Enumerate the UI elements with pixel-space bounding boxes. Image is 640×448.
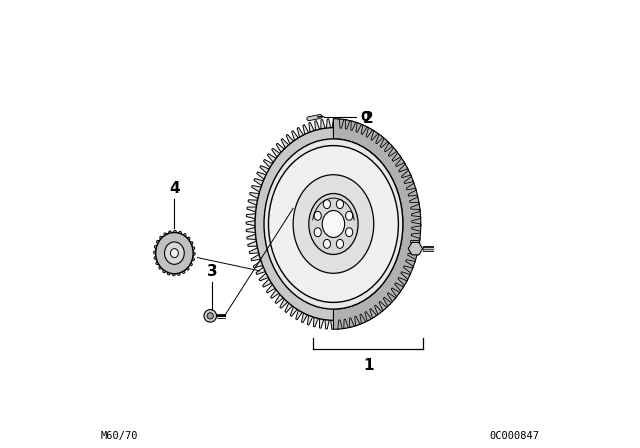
Text: 3: 3 (207, 264, 218, 279)
Ellipse shape (269, 146, 398, 302)
Polygon shape (154, 230, 195, 276)
Text: 4: 4 (169, 181, 180, 196)
Text: 2: 2 (362, 111, 373, 126)
Ellipse shape (264, 139, 403, 309)
Ellipse shape (323, 200, 330, 209)
Ellipse shape (314, 228, 321, 237)
Ellipse shape (170, 249, 179, 258)
Ellipse shape (204, 310, 216, 322)
Ellipse shape (255, 128, 412, 320)
Ellipse shape (346, 228, 353, 237)
Ellipse shape (337, 200, 344, 209)
Text: 1: 1 (363, 358, 373, 373)
Ellipse shape (156, 233, 193, 274)
Text: 0C000847: 0C000847 (490, 431, 540, 441)
Ellipse shape (293, 175, 374, 273)
Ellipse shape (323, 211, 344, 237)
Ellipse shape (164, 242, 184, 264)
Ellipse shape (207, 313, 213, 319)
Ellipse shape (308, 194, 358, 254)
Text: 0: 0 (360, 110, 370, 125)
Polygon shape (246, 119, 421, 329)
Text: M60/70: M60/70 (100, 431, 138, 441)
Ellipse shape (314, 211, 321, 220)
Ellipse shape (323, 239, 330, 248)
Ellipse shape (346, 211, 353, 220)
Polygon shape (408, 242, 422, 255)
Polygon shape (333, 119, 420, 329)
Ellipse shape (337, 239, 344, 248)
